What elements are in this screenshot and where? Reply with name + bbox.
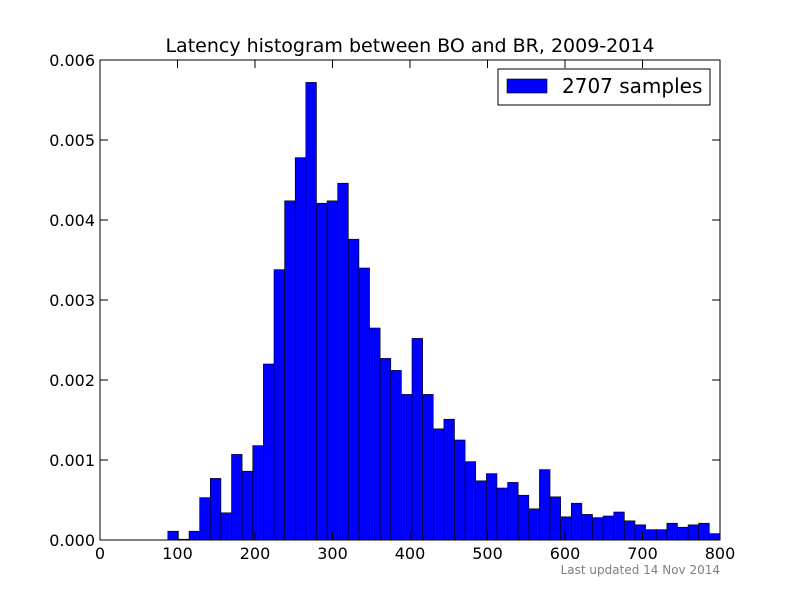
x-tick-label: 400 [395,544,426,563]
histogram-bar [358,267,370,541]
x-tick-label: 700 [627,544,658,563]
histogram-bar [348,238,360,541]
x-tick-label: 200 [240,544,271,563]
histogram-bar [624,520,636,541]
histogram-bar [666,522,678,541]
histogram-bar [220,512,232,541]
histogram-bar [634,524,646,541]
y-tick-label: 0.006 [49,51,95,70]
tick-marks [99,59,721,541]
histogram-bar [379,358,392,541]
histogram-bar [390,370,402,541]
histogram-bar [613,511,625,541]
histogram-bar [231,454,243,541]
y-tick-labels: 0.000 0.001 0.002 0.003 0.004 0.005 0.006 [49,51,95,550]
histogram-bar [645,529,657,541]
histogram-bar [687,524,699,541]
plot-frame [99,59,721,541]
histogram-bar [496,487,508,541]
histogram-bar [517,494,530,541]
x-tick-label: 300 [317,544,348,563]
histogram-bar [560,516,572,541]
histogram-bar [369,327,381,541]
histogram-bar [528,508,540,541]
histogram-bar [432,428,445,541]
histogram-bar [443,418,455,541]
histogram-bar [401,394,413,541]
histogram-bar [209,478,222,541]
histogram-bar [241,470,254,541]
y-tick-label: 0.002 [49,371,95,390]
y-tick-label: 0.000 [49,531,95,550]
histogram-bar [592,517,604,541]
y-tick-label: 0.005 [49,131,95,150]
histogram-bar [188,530,200,541]
histogram-bar [199,497,211,541]
x-tick-label: 600 [550,544,581,563]
legend: 2707 samples [497,68,711,106]
histogram-bar [570,502,583,541]
x-tick-labels: 0 100 200 300 400 500 600 700 800 [95,544,735,563]
histogram-bar [294,157,307,541]
histogram-bar [602,515,615,541]
bars [167,82,721,541]
histogram-bar [263,363,275,541]
histogram-bar [284,200,296,541]
histogram-bar [698,522,710,541]
histogram-bar [305,82,317,541]
histogram-bar [252,445,264,541]
histogram-bar [273,269,285,541]
histogram-bar [549,496,561,541]
histogram-bar [337,182,349,541]
y-tick-label: 0.004 [49,211,95,230]
x-tick-label: 800 [705,544,736,563]
x-tick-label: 0 [95,544,105,563]
histogram-bar [464,461,477,541]
y-tick-label: 0.003 [49,291,95,310]
histogram-bar [507,482,519,541]
x-tick-label: 100 [162,544,193,563]
histogram-bar [539,469,551,541]
histogram-bar [475,480,487,541]
legend-swatch [506,78,548,94]
histogram-bar [326,200,338,541]
histogram-bar [422,394,434,541]
histogram-bar [316,202,328,541]
legend-label: 2707 samples [562,74,702,98]
histogram-bar [411,338,423,541]
histogram-bar [454,439,466,541]
histogram-bar [167,530,179,541]
x-tick-label: 500 [472,544,503,563]
histogram-bar [581,514,593,541]
histogram-bar [486,473,498,541]
histogram-bar [709,533,721,541]
last-updated-note: Last updated 14 Nov 2014 [561,563,720,577]
y-tick-label: 0.001 [49,451,95,470]
histogram-bar [677,526,689,541]
histogram-bar [655,529,668,541]
chart-title: Latency histogram between BO and BR, 200… [165,35,654,57]
